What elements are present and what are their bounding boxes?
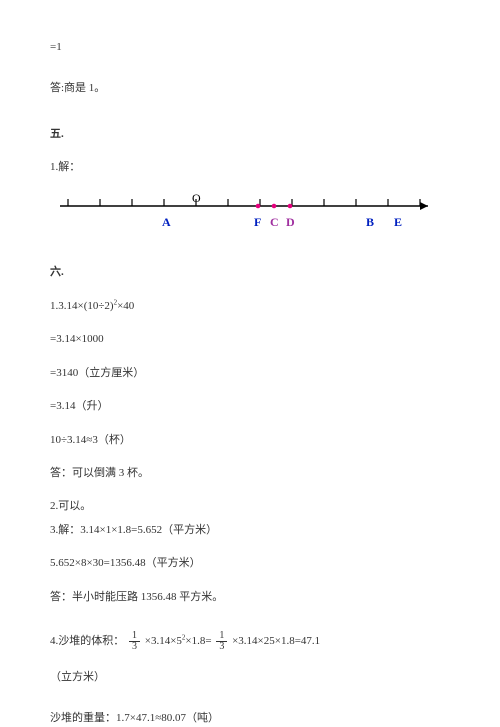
s6-l5: 10÷3.14≈3（杯） bbox=[50, 433, 450, 448]
s6-l4: =3.14（升） bbox=[50, 399, 450, 414]
frac-den: 3 bbox=[129, 642, 140, 652]
number-line-diagram: O A FCD B E bbox=[50, 194, 450, 239]
section-5-title: 五. bbox=[50, 127, 450, 142]
svg-text:B: B bbox=[366, 215, 374, 229]
s6-l11: 沙堆的重量：1.7×47.1≈80.07（吨） bbox=[50, 711, 450, 726]
number-line-svg: O A FCD B E bbox=[50, 194, 430, 234]
section-6-title: 六. bbox=[50, 265, 450, 280]
sec5-line1: 1.解： bbox=[50, 160, 450, 175]
s6-l10-unit: （立方米） bbox=[50, 670, 450, 685]
s6-l2: =3.14×1000 bbox=[50, 332, 450, 347]
s6-l7a: 2.可以。 bbox=[50, 499, 450, 514]
svg-text:F: F bbox=[254, 215, 261, 229]
s6-l10: 4.沙堆的体积： 1 3 ×3.14×52×1.8= 1 3 ×3.14×25×… bbox=[50, 631, 450, 652]
svg-text:A: A bbox=[162, 215, 171, 229]
s6-l7b: 3.解：3.14×1×1.8=5.652（平方米） bbox=[50, 523, 450, 538]
s6-l6: 答：可以倒满 3 杯。 bbox=[50, 466, 450, 481]
s6-l10-pre: 4.沙堆的体积： bbox=[50, 635, 124, 647]
svg-text:C: C bbox=[270, 215, 279, 229]
s6-l9: 答：半小时能压路 1356.48 平方米。 bbox=[50, 590, 450, 605]
s6-l10-mid2: ×3.14×25×1.8=47.1 bbox=[232, 635, 320, 647]
s6-l10-mid1: ×3.14×52×1.8= bbox=[145, 635, 215, 647]
s6-l1-text: 1.3.14×(10÷2)2×40 bbox=[50, 300, 134, 312]
s6-l3: =3140（立方厘米） bbox=[50, 366, 450, 381]
fraction-1-3-b: 1 3 bbox=[216, 631, 227, 652]
text-equals-1: =1 bbox=[50, 40, 450, 55]
answer-quotient-1: 答:商是 1。 bbox=[50, 81, 450, 96]
s6-l8: 5.652×8×30=1356.48（平方米） bbox=[50, 556, 450, 571]
svg-text:E: E bbox=[394, 215, 402, 229]
frac-den-b: 3 bbox=[216, 642, 227, 652]
svg-text:D: D bbox=[286, 215, 295, 229]
fraction-1-3-a: 1 3 bbox=[129, 631, 140, 652]
s6-l1: 1.3.14×(10÷2)2×40 bbox=[50, 298, 450, 314]
svg-text:O: O bbox=[192, 194, 201, 205]
